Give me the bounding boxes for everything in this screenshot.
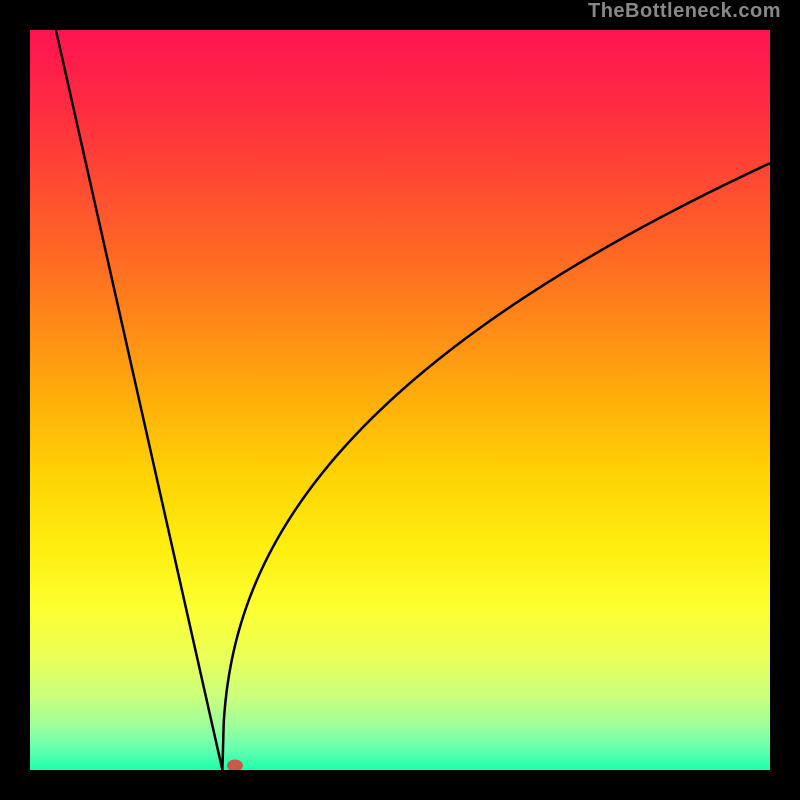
bottleneck-chart: [0, 0, 800, 800]
watermark-text: TheBottleneck.com: [588, 0, 781, 23]
frame-left: [0, 0, 30, 800]
frame-right: [770, 0, 800, 800]
frame-bottom: [0, 770, 800, 800]
gradient-background: [30, 30, 770, 770]
